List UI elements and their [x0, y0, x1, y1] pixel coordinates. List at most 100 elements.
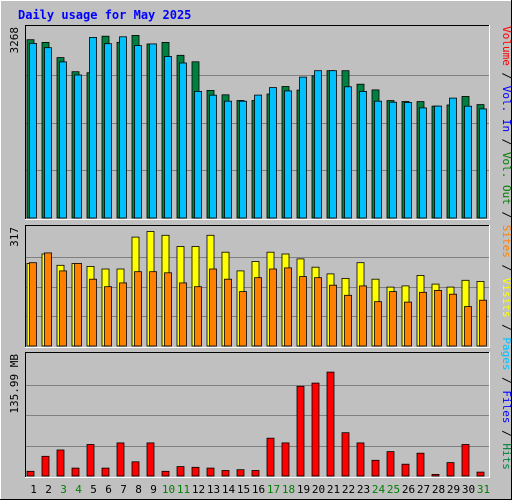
- x-tick-label-day-1: 1: [30, 483, 37, 496]
- x-tick-label-day-26: 26: [402, 483, 415, 496]
- bar-files-day-28: Files 28: 2051: [434, 105, 442, 219]
- legend-item-4: Vol. Out: [500, 152, 512, 205]
- bar-sites-day-3: Sites 3: 200: [59, 270, 67, 347]
- x-tick-label-day-25: 25: [387, 483, 400, 496]
- x-tick-label-day-12: 12: [192, 483, 205, 496]
- x-tick-label-day-11: 11: [177, 483, 190, 496]
- x-tick-label-day-29: 29: [447, 483, 460, 496]
- y-max-label-visits: 317: [8, 227, 21, 247]
- x-tick-label-day-9: 9: [150, 483, 157, 496]
- bar-sites-day-14: Sites 14: 178: [224, 278, 232, 347]
- bar-volume-day-17: Volume 17: 48: [266, 437, 275, 477]
- panel-hits: 3268Hits 1: 3268Files 1: 3200Hits 2: 321…: [8, 25, 490, 220]
- x-tick-label-day-21: 21: [327, 483, 340, 496]
- bar-volume-day-13: Volume 13: 10: [206, 467, 215, 477]
- bar-sites-day-23: Sites 23: 160: [359, 285, 367, 347]
- bar-sites-day-8: Sites 8: 198: [134, 271, 142, 347]
- bar-files-day-7: Files 7: 3320: [119, 36, 127, 219]
- bar-sites-day-7: Sites 7: 168: [119, 282, 127, 347]
- legend-item-9: /: [500, 318, 512, 338]
- x-tick-label-day-28: 28: [432, 483, 445, 496]
- bar-sites-day-6: Sites 6: 158: [104, 286, 112, 347]
- bar-files-day-14: Files 14: 2140: [224, 100, 232, 219]
- x-tick-label-day-17: 17: [267, 483, 280, 496]
- legend-item-1: /: [500, 66, 512, 86]
- legend-item-8: Visits: [500, 278, 512, 318]
- bar-volume-day-22: Volume 22: 55: [341, 432, 350, 477]
- x-tick-label-day-23: 23: [357, 483, 370, 496]
- bar-sites-day-16: Sites 16: 182: [254, 277, 262, 347]
- bar-files-day-12: Files 12: 2320: [194, 91, 202, 219]
- bar-volume-day-9: Volume 9: 42: [146, 442, 155, 477]
- bar-files-day-15: Files 15: 2140: [239, 100, 247, 219]
- bar-volume-day-8: Volume 8: 18: [131, 461, 140, 477]
- x-tick-label-day-3: 3: [60, 483, 67, 496]
- x-tick-label-day-4: 4: [75, 483, 82, 496]
- bar-files-day-23: Files 23: 2320: [359, 91, 367, 219]
- x-tick-label-day-5: 5: [90, 483, 97, 496]
- bar-volume-day-28: Volume 28: 2: [431, 473, 440, 477]
- bar-files-day-29: Files 29: 2198: [449, 97, 457, 219]
- legend-item-13: /: [500, 424, 512, 444]
- bar-sites-day-4: Sites 4: 220: [74, 262, 82, 347]
- bar-volume-day-26: Volume 26: 15: [401, 463, 410, 477]
- bar-files-day-6: Files 6: 3194: [104, 43, 112, 219]
- bar-volume-day-2: Volume 2: 25: [41, 455, 50, 477]
- x-tick-label-day-20: 20: [312, 483, 325, 496]
- x-tick-label-day-2: 2: [45, 483, 52, 496]
- bar-files-day-20: Files 20: 2700: [314, 70, 322, 219]
- bar-files-day-24: Files 24: 2141: [374, 100, 382, 219]
- legend-item-10: Pages: [500, 337, 512, 370]
- x-tick-label-day-31: 31: [477, 483, 490, 496]
- x-tick-label-day-13: 13: [207, 483, 220, 496]
- bar-sites-day-5: Sites 5: 178: [89, 278, 97, 347]
- x-tick-label-day-27: 27: [417, 483, 430, 496]
- y-max-label-hits: 3268: [8, 27, 21, 54]
- bar-volume-day-18: Volume 18: 42: [281, 442, 290, 477]
- bar-volume-day-3: Volume 3: 33: [56, 449, 65, 477]
- bar-files-day-4: Files 4: 2620: [74, 74, 82, 219]
- bar-volume-day-1: Volume 1: 6: [26, 470, 35, 477]
- bar-volume-day-31: Volume 31: 5: [476, 471, 485, 477]
- bar-volume-day-7: Volume 7: 42: [116, 442, 125, 477]
- bar-sites-day-9: Sites 9: 198: [149, 271, 157, 347]
- x-tick-label-day-15: 15: [237, 483, 250, 496]
- bar-files-day-17: Files 17: 2389: [269, 87, 277, 219]
- bar-sites-day-12: Sites 12: 158: [194, 286, 202, 347]
- bar-files-day-30: Files 30: 2048: [464, 105, 472, 219]
- bar-files-day-27: Files 27: 2017: [419, 107, 427, 219]
- bar-volume-day-11: Volume 11: 12: [176, 466, 185, 477]
- bar-sites-day-11: Sites 11: 168: [179, 282, 187, 347]
- bar-files-day-1: Files 1: 3200: [29, 43, 37, 219]
- panel-volume: 135.99 MB Volume 1: 6 Volume 2: 25 Volume 3…: [8, 352, 490, 478]
- right-legend: Volume / Vol. In / Vol. Out / Sites / Vi…: [500, 26, 512, 470]
- legend-item-2: Vol. In: [500, 86, 512, 132]
- x-tick-label-day-18: 18: [282, 483, 295, 496]
- bar-volume-day-21: Volume 21: 132: [326, 371, 335, 477]
- bar-volume-day-4: Volume 4: 10: [71, 467, 80, 477]
- bar-files-day-5: Files 5: 3310: [89, 37, 97, 219]
- bar-volume-day-20: Volume 20: 118: [311, 382, 320, 477]
- bar-sites-day-22: Sites 22: 135: [344, 294, 352, 347]
- bar-files-day-26: Files 26: 2117: [404, 102, 412, 219]
- bar-volume-day-5: Volume 5: 40: [86, 444, 95, 477]
- bar-sites-day-2: Sites 2: 248: [44, 252, 52, 347]
- bar-files-day-2: Files 2: 3120: [44, 47, 52, 219]
- panel-visits: 317Visits 1: 220Sites 1: 222Visits 2: 24…: [8, 225, 490, 348]
- legend-item-12: Files: [500, 390, 512, 423]
- x-axis-labels: 1 2 3 4 5 6 7 8 9 10 11 12 13 14 15 16 17 18 19 20 21 22 23 24 2…: [30, 483, 490, 496]
- bar-files-day-3: Files 3: 2860: [59, 61, 67, 219]
- bar-sites-day-20: Sites 20: 182: [314, 277, 322, 347]
- bar-files-day-19: Files 19: 2582: [299, 76, 307, 219]
- bar-sites-day-30: Sites 30: 105: [464, 306, 472, 347]
- bar-sites-day-26: Sites 26: 117: [404, 301, 412, 347]
- legend-item-7: /: [500, 258, 512, 278]
- bar-files-day-22: Files 22: 2405: [344, 86, 352, 219]
- bar-volume-day-23: Volume 23: 42: [356, 442, 365, 477]
- bar-sites-day-13: Sites 13: 205: [209, 268, 217, 347]
- x-tick-label-day-19: 19: [297, 483, 310, 496]
- bar-files-day-8: Files 8: 3160: [134, 45, 142, 219]
- bar-volume-day-14: Volume 14: 7: [221, 470, 230, 477]
- bar-sites-day-1: Sites 1: 222: [29, 262, 37, 347]
